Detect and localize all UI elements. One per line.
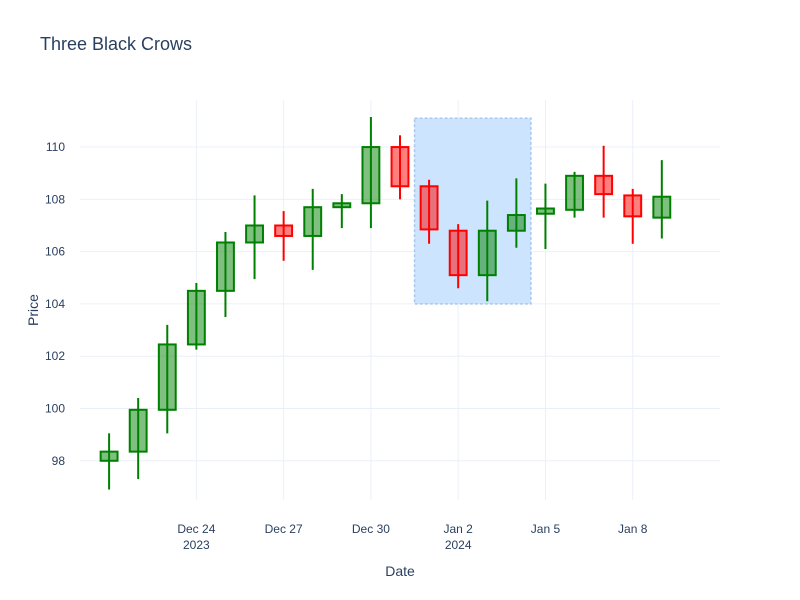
candle-body <box>419 185 439 231</box>
candle-increasing <box>536 183 555 250</box>
candle-body <box>186 289 206 346</box>
y-tick-label: 106 <box>45 245 65 259</box>
y-tick-label: 110 <box>46 140 65 154</box>
candle-body <box>448 229 468 277</box>
candle-increasing <box>565 171 584 218</box>
candle-body <box>128 408 148 453</box>
y-axis-title: Price <box>25 294 41 326</box>
x-tick-label: Dec 24 <box>177 522 215 536</box>
x-tick-label: Jan 5 <box>531 522 561 536</box>
candle-body <box>623 194 643 218</box>
candle-increasing <box>506 178 526 248</box>
candle-decreasing <box>448 224 468 289</box>
candle-increasing <box>99 433 119 490</box>
candle-body <box>536 207 555 215</box>
candle-increasing <box>128 398 148 480</box>
candle-body <box>274 224 294 237</box>
candle-increasing <box>186 283 206 350</box>
candle-body <box>652 195 672 219</box>
candle-decreasing <box>623 188 643 244</box>
candle-increasing <box>157 324 177 434</box>
candle-body <box>157 343 177 411</box>
candles-layer <box>99 116 672 490</box>
candle-increasing <box>361 116 381 229</box>
candle-increasing <box>652 160 672 239</box>
chart-title: Three Black Crows <box>40 34 192 54</box>
candle-body <box>216 241 235 292</box>
y-tick-label: 100 <box>45 401 65 415</box>
candle-body <box>303 206 323 237</box>
candle-decreasing <box>594 145 614 218</box>
candle-body <box>245 224 264 244</box>
x-tick-label: Jan 8 <box>618 522 648 536</box>
candle-body <box>477 229 497 277</box>
candle-body <box>390 146 410 188</box>
x-tick-year-label: 2023 <box>183 538 210 552</box>
x-tick-label: Dec 30 <box>352 522 390 536</box>
y-axis-ticks: 98 100 102 104 106 108 110 <box>45 140 65 468</box>
x-tick-label: Dec 27 <box>265 522 303 536</box>
x-axis-ticks: Dec 24 2023 Dec 27 Dec 30 Jan 2 2024 Jan 5 Jan … <box>177 522 647 552</box>
candle-body <box>594 174 614 196</box>
candle-increasing <box>303 188 323 270</box>
x-tick-label: Jan 2 <box>444 522 474 536</box>
y-tick-label: 102 <box>45 349 65 363</box>
x-axis-title: Date <box>385 563 415 579</box>
y-tick-label: 104 <box>45 297 65 311</box>
candle-body <box>332 202 352 209</box>
candle-decreasing <box>274 211 294 261</box>
candle-body <box>506 214 526 232</box>
candle-increasing <box>477 200 497 302</box>
y-tick-label: 98 <box>52 454 66 468</box>
candle-decreasing <box>390 135 410 200</box>
candle-body <box>361 146 381 205</box>
candle-body <box>99 450 119 462</box>
candle-increasing <box>332 194 352 229</box>
candle-decreasing <box>419 179 439 244</box>
candle-body <box>565 174 584 211</box>
candle-increasing <box>216 232 235 317</box>
candle-increasing <box>245 195 264 280</box>
x-tick-year-label: 2024 <box>445 538 472 552</box>
y-tick-label: 108 <box>45 192 65 206</box>
